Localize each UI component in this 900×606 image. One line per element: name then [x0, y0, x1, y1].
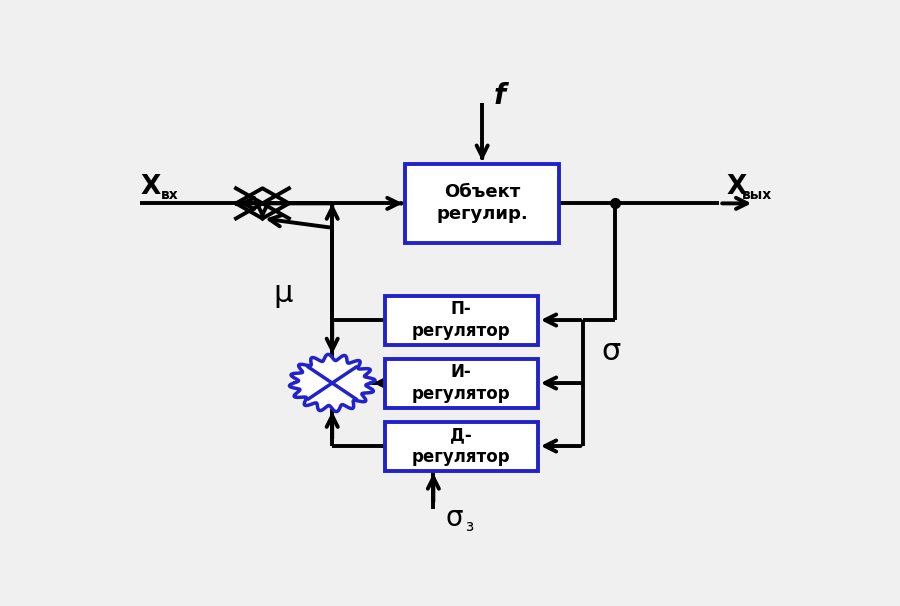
Text: f: f — [493, 82, 506, 110]
Text: σ: σ — [446, 504, 464, 532]
FancyBboxPatch shape — [384, 422, 538, 470]
Text: Объект
регулир.: Объект регулир. — [436, 183, 528, 224]
Text: X: X — [726, 174, 747, 200]
Polygon shape — [290, 355, 375, 411]
Text: μ: μ — [274, 279, 293, 308]
FancyBboxPatch shape — [384, 359, 538, 407]
Text: X: X — [140, 174, 161, 200]
Text: σ: σ — [601, 337, 621, 366]
Text: И-
регулятор: И- регулятор — [412, 363, 510, 403]
Text: з: з — [466, 519, 474, 534]
FancyBboxPatch shape — [406, 164, 559, 243]
Text: Д-
регулятор: Д- регулятор — [412, 426, 510, 466]
Text: П-
регулятор: П- регулятор — [412, 300, 510, 340]
Text: вх: вх — [161, 188, 178, 202]
FancyBboxPatch shape — [384, 296, 538, 345]
Text: вых: вых — [742, 188, 772, 202]
